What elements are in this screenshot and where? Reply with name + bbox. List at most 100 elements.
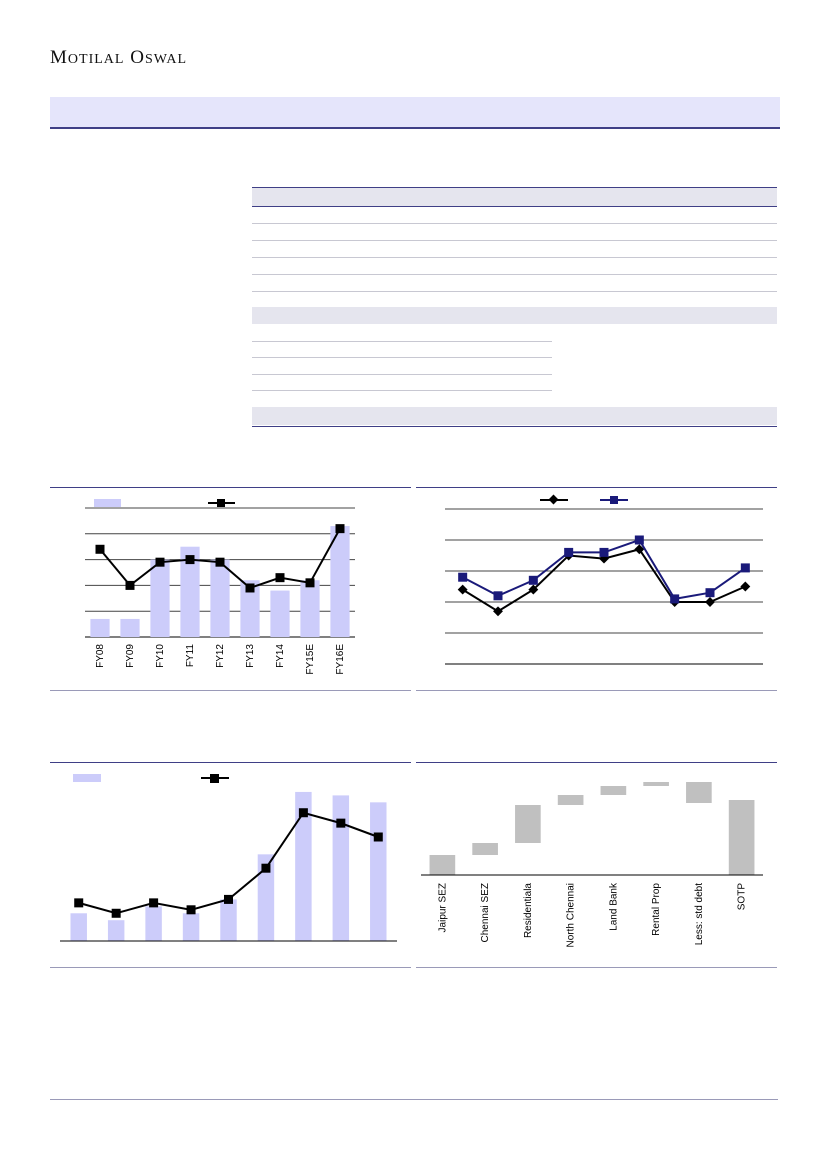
legend-line-marker — [210, 774, 219, 783]
x-tick-label: Jaipur SEZ — [437, 883, 448, 932]
bar — [270, 590, 290, 637]
table-header-row — [252, 188, 777, 206]
table-subheader-row — [252, 307, 777, 324]
legend-series2-marker — [610, 496, 618, 504]
table-total-row — [252, 407, 777, 425]
line-point — [740, 581, 751, 592]
table-row-rule — [252, 390, 552, 391]
line-point — [634, 535, 644, 545]
line-point — [740, 563, 750, 573]
logo-second-rest: SWAL — [144, 52, 188, 67]
bar — [240, 580, 260, 637]
bar — [90, 618, 110, 637]
x-tick-label: FY09 — [125, 644, 136, 668]
panel-a-bottom-rule — [50, 690, 411, 691]
x-tick-label: FY11 — [185, 644, 196, 668]
bar — [257, 854, 275, 941]
company-logo: MOTILAL OSWAL — [50, 47, 187, 69]
bar — [145, 906, 162, 941]
table-bottom-rule — [252, 426, 777, 427]
line-point — [458, 572, 468, 582]
line-point — [185, 555, 195, 565]
waterfall-bar — [600, 786, 627, 795]
logo-first-initial: M — [50, 47, 68, 68]
line-point — [275, 573, 285, 583]
line-point — [125, 580, 135, 590]
x-tick-label: Chennai SEZ — [480, 883, 491, 942]
bar — [120, 618, 140, 637]
bar — [180, 546, 200, 637]
waterfall-bar — [557, 795, 584, 805]
waterfall-bar — [515, 805, 541, 843]
x-tick-label: FY08 — [95, 644, 106, 668]
x-tick-label: Rental Prop — [651, 883, 662, 936]
x-tick-label: SOTP — [737, 883, 748, 911]
line-point — [155, 557, 165, 567]
panel-d-top-rule — [416, 762, 777, 763]
bar — [210, 559, 230, 637]
line-point — [215, 557, 225, 567]
bar — [330, 526, 350, 637]
table-top-rule — [252, 187, 777, 188]
line-point — [224, 894, 233, 904]
bar — [70, 913, 87, 941]
panel-b-bottom-rule — [416, 690, 777, 691]
table-row-rule — [252, 223, 777, 224]
logo-second-initial: O — [130, 47, 145, 68]
legend-bar-swatch — [94, 499, 121, 507]
legend-series1-marker — [548, 494, 559, 505]
waterfall-bar — [472, 843, 498, 855]
table-row-rule — [252, 341, 552, 342]
legend-line-marker — [217, 499, 225, 507]
table-row-rule — [252, 374, 552, 375]
table-header-rule — [252, 206, 777, 207]
bar — [220, 899, 237, 941]
chart-d: Jaipur SEZ Chennai SEZ Residentiala North C… — [421, 782, 763, 947]
footer-rule — [50, 1099, 778, 1100]
line-point — [373, 832, 383, 842]
panel-a-top-rule — [50, 487, 411, 488]
chart-c — [60, 774, 397, 942]
x-tick-label: FY12 — [215, 644, 226, 668]
table-row-rule — [252, 357, 552, 358]
line-point — [186, 905, 196, 915]
line-point — [564, 547, 574, 557]
line-point — [493, 591, 503, 601]
bar — [182, 913, 200, 941]
bar — [107, 920, 125, 941]
line-point — [457, 584, 468, 595]
logo-first-rest: OTILAL — [67, 52, 125, 67]
bar — [370, 802, 387, 941]
line-point — [336, 818, 346, 828]
line-point — [245, 583, 255, 593]
waterfall-bar — [686, 782, 712, 803]
x-tick-label: FY10 — [155, 644, 166, 668]
x-tick-label: Land Bank — [608, 882, 619, 931]
panel-c-bottom-rule — [50, 967, 411, 968]
line-point — [493, 606, 503, 617]
panel-d-bottom-rule — [416, 967, 777, 968]
line-point — [111, 908, 121, 918]
line-point — [705, 588, 715, 598]
line-point — [74, 898, 84, 908]
panel-c-top-rule — [50, 762, 411, 763]
line-point — [705, 597, 715, 607]
x-tick-label: Residentiala — [523, 883, 534, 938]
x-tick-label: North Chennai — [566, 883, 577, 947]
bar — [150, 559, 170, 637]
line-point — [599, 547, 609, 557]
chart-b — [445, 494, 763, 665]
line-point — [305, 578, 315, 588]
x-tick-label: Less: std debt — [694, 883, 705, 945]
waterfall-bar — [728, 800, 755, 875]
legend-bar-swatch — [73, 774, 101, 782]
x-tick-label: FY15E — [305, 644, 316, 675]
table-row-rule — [252, 274, 777, 275]
line-point — [298, 808, 308, 818]
bar — [295, 791, 312, 941]
line-point — [335, 524, 345, 534]
x-tick-label: FY14 — [275, 644, 286, 668]
waterfall-bar — [429, 855, 456, 875]
x-tick-label: FY16E — [335, 644, 346, 675]
bar — [332, 795, 350, 941]
